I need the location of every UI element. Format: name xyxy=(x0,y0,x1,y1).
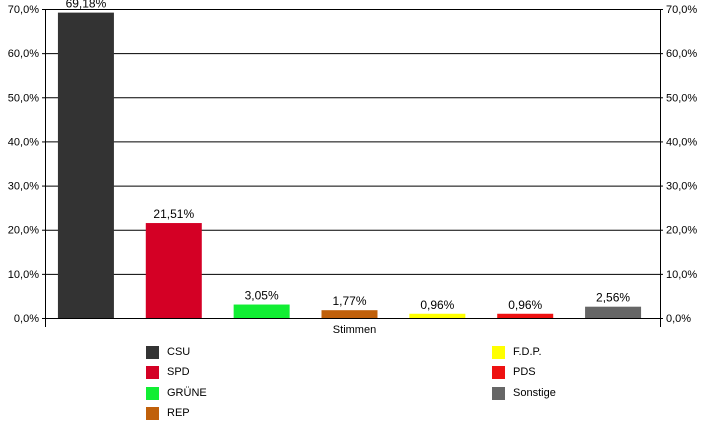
bar-csu xyxy=(57,12,114,318)
y-tick-label-left: 50,0% xyxy=(8,92,39,104)
bar-sonstige xyxy=(585,306,642,318)
legend-label: F.D.P. xyxy=(513,346,542,358)
legend-item: SPD xyxy=(146,365,190,379)
y-tick-label-right: 70,0% xyxy=(666,4,697,16)
legend-label: PDS xyxy=(513,366,536,378)
y-tick-label-left: 60,0% xyxy=(8,48,39,60)
y-axis-right: 0,0% 10,0% 20,0% 30,0% 40,0% 50,0% 60,0% 70,0% xyxy=(666,4,697,325)
data-label: 69,18% xyxy=(66,0,107,11)
y-tick-label-left: 30,0% xyxy=(8,181,39,193)
data-label: 0,96% xyxy=(420,298,454,312)
y-tick-label-right: 60,0% xyxy=(666,48,697,60)
bar-pds xyxy=(497,313,554,318)
legend-label: REP xyxy=(167,407,190,419)
gridlines xyxy=(45,9,660,319)
y-tick-label-left: 40,0% xyxy=(8,136,39,148)
axes xyxy=(42,9,663,327)
legend-item: F.D.P. xyxy=(492,345,542,359)
x-axis-label: Stimmen xyxy=(333,324,376,336)
data-label: 1,77% xyxy=(332,294,366,308)
legend-swatch xyxy=(146,345,159,359)
data-label: 0,96% xyxy=(508,298,542,312)
legend-label: Sonstige xyxy=(513,387,556,399)
y-tick-label-left: 0,0% xyxy=(14,313,39,325)
bar-spd xyxy=(145,223,202,318)
y-tick-label-right: 30,0% xyxy=(666,181,697,193)
data-label: 2,56% xyxy=(596,291,630,305)
y-tick-label-right: 0,0% xyxy=(666,313,691,325)
legend-item: REP xyxy=(146,406,190,420)
y-axis-left: 0,0% 10,0% 20,0% 30,0% 40,0% 50,0% 60,0% 70,0% xyxy=(8,4,39,325)
legend-swatch xyxy=(492,386,505,400)
y-tick-label-right: 10,0% xyxy=(666,269,697,281)
data-label: 21,51% xyxy=(153,207,194,221)
data-label: 3,05% xyxy=(245,289,279,303)
bar-gr-ne xyxy=(233,304,290,318)
y-tick-label-right: 20,0% xyxy=(666,225,697,237)
legend-item: Sonstige xyxy=(492,386,556,400)
legend-label: CSU xyxy=(167,346,191,358)
y-tick-label-left: 10,0% xyxy=(8,269,39,281)
bar-rep xyxy=(321,310,378,318)
legend-swatch xyxy=(146,386,159,400)
legend-swatch xyxy=(146,406,159,420)
y-tick-label-left: 70,0% xyxy=(8,4,39,16)
y-tick-label-left: 20,0% xyxy=(8,225,39,237)
legend-item: PDS xyxy=(492,365,536,379)
legend-swatch xyxy=(146,365,159,379)
y-tick-label-right: 50,0% xyxy=(666,92,697,104)
legend-item: CSU xyxy=(146,345,190,359)
legend-swatch xyxy=(492,345,505,359)
legend-label: SPD xyxy=(167,366,190,378)
bar-f-d-p- xyxy=(409,313,466,318)
legend-item: GRÜNE xyxy=(146,386,207,400)
bars: 69,18% 21,51% 3,05% 1,77% 0,96% 0,96% 2,56% xyxy=(57,0,642,318)
legend-label: GRÜNE xyxy=(167,387,207,399)
legend-swatch xyxy=(492,365,505,379)
y-tick-label-right: 40,0% xyxy=(666,136,697,148)
